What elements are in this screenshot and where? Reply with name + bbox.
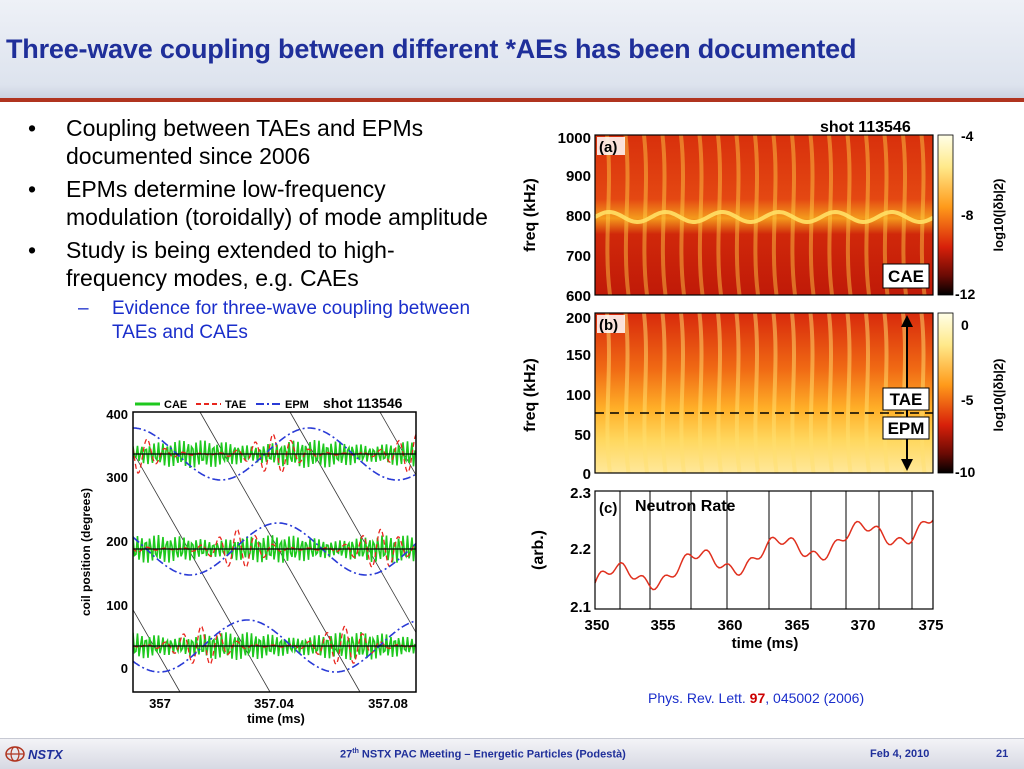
- bullet-text: Coupling between TAEs and EPMs documente…: [66, 115, 424, 169]
- tae-tag: TAE: [890, 390, 923, 409]
- x-tick-label: 355: [650, 617, 675, 634]
- cbar-tick-label: -4: [961, 128, 974, 144]
- y-tick-label: 100: [566, 387, 591, 404]
- title-divider: [0, 98, 1024, 102]
- sub-bullet-item: – Evidence for three-wave coupling betwee…: [28, 297, 488, 345]
- y-tick-label: 0: [121, 661, 128, 676]
- y-tick-label: 300: [106, 470, 128, 485]
- x-axis-label: time (ms): [247, 711, 305, 726]
- bullet-text: Study is being extended to high-frequenc…: [66, 237, 395, 291]
- title-bar: Three-wave coupling between different *A…: [0, 0, 1024, 100]
- cbar-label: log10(|δb|2): [991, 359, 1006, 432]
- citation-journal: Phys. Rev. Lett.: [648, 690, 750, 706]
- y-axis-label: freq (kHz): [522, 178, 539, 252]
- footer-date: Feb 4, 2010: [870, 748, 930, 760]
- cae-tag: CAE: [888, 267, 924, 286]
- sub-bullet-text: Evidence for three-wave coupling between…: [112, 298, 471, 343]
- y-tick-label: 1000: [558, 130, 591, 147]
- y-tick-label: 2.1: [570, 599, 591, 616]
- y-tick-label: 0: [583, 466, 591, 483]
- bullet-item: • Coupling between TAEs and EPMs document…: [28, 114, 488, 170]
- y-tick-label: 700: [566, 248, 591, 265]
- y-tick-label: 400: [106, 407, 128, 422]
- neutron-rate-title: Neutron Rate: [635, 498, 736, 515]
- y-axis-label: freq (kHz): [522, 358, 539, 432]
- y-tick-label: 200: [566, 310, 591, 327]
- y-tick-label: 50: [574, 427, 591, 444]
- bullet-marker: •: [28, 115, 37, 141]
- citation-volume: 97: [749, 690, 766, 706]
- panel-b-label: (b): [599, 317, 618, 334]
- cbar-tick-label: 0: [961, 317, 969, 333]
- panel-a-label: (a): [599, 139, 617, 156]
- legend-tae: TAE: [225, 399, 246, 411]
- x-tick-label: 370: [850, 617, 875, 634]
- x-tick-label: 357.08: [368, 696, 408, 711]
- x-tick-label: 365: [784, 617, 809, 634]
- cbar-label: log10(|δb|2): [991, 179, 1006, 252]
- y-axis-label: coil position (degrees): [80, 488, 93, 616]
- x-tick-label: 357: [149, 696, 171, 711]
- meeting-ordinal: 27: [340, 748, 353, 761]
- meeting-name: NSTX PAC Meeting – Energetic Particles (…: [358, 748, 626, 761]
- bullet-item: • Study is being extended to high-frequen…: [28, 236, 488, 292]
- citation-pages: , 045002 (2006): [765, 690, 865, 706]
- nstx-logo-text: NSTX: [28, 747, 63, 762]
- y-tick-label: 600: [566, 288, 591, 305]
- y-tick-label: 100: [106, 598, 128, 613]
- legend-epm: EPM: [285, 399, 309, 411]
- bullet-marker: •: [28, 176, 37, 202]
- shot-label: shot 113546: [820, 119, 911, 136]
- legend-cae: CAE: [164, 399, 187, 411]
- cbar-tick-label: -12: [955, 286, 975, 302]
- bullet-list: • Coupling between TAEs and EPMs document…: [28, 114, 488, 345]
- epm-tag: EPM: [888, 419, 925, 438]
- y-axis-label: (arb.): [530, 530, 547, 570]
- panel-c-label: (c): [599, 500, 617, 517]
- x-tick-label: 350: [584, 617, 609, 634]
- x-tick-label: 357.04: [254, 696, 295, 711]
- coil-position-plot: CAE TAE EPM shot 113546 400 300 200 100 …: [80, 395, 417, 726]
- cbar-tick-label: -10: [955, 464, 975, 480]
- cbar-tick-label: -8: [961, 207, 974, 223]
- bullet-text: EPMs determine low-frequency modulation …: [66, 176, 488, 230]
- panel-b: (b) TAE EPM 200 150 100 50 0 freq (kHz) …: [522, 310, 1006, 483]
- plot-frame: [132, 411, 417, 693]
- y-tick-label: 2.3: [570, 485, 591, 502]
- y-tick-label: 800: [566, 208, 591, 225]
- cbar-tick-label: -5: [961, 392, 974, 408]
- panel-c: (c) Neutron Rate 2.3 2.2 2.1 (arb.) 350 …: [530, 485, 944, 652]
- x-axis-label: time (ms): [732, 635, 799, 652]
- footer-bar: NSTX 27th NSTX PAC Meeting – Energetic P…: [0, 738, 1024, 769]
- x-tick-label: 375: [918, 617, 943, 634]
- bullet-marker: •: [28, 237, 37, 263]
- sub-bullet-marker: –: [78, 298, 89, 319]
- y-tick-label: 2.2: [570, 541, 591, 558]
- y-tick-label: 200: [106, 534, 128, 549]
- shot-label: shot 113546: [323, 395, 403, 411]
- spectrogram-figure: shot 113546 (a) CAE 1000 900 800 700 600…: [522, 119, 1006, 652]
- citation: Phys. Rev. Lett. 97, 045002 (2006): [648, 690, 864, 706]
- meeting-suffix: th: [352, 748, 359, 755]
- y-tick-label: 150: [566, 347, 591, 364]
- meeting-title: 27th NSTX PAC Meeting – Energetic Partic…: [340, 748, 626, 761]
- nstx-logo-icon: [5, 746, 25, 762]
- y-tick-label: 900: [566, 168, 591, 185]
- plot-legend: CAE TAE EPM shot 113546: [135, 395, 403, 411]
- page-number: 21: [996, 748, 1009, 760]
- bullet-item: • EPMs determine low-frequency modulation…: [28, 175, 488, 231]
- panel-a: (a) CAE 1000 900 800 700 600 freq (kHz) …: [522, 128, 1006, 305]
- x-tick-label: 360: [717, 617, 742, 634]
- slide-title: Three-wave coupling between different *A…: [6, 34, 857, 64]
